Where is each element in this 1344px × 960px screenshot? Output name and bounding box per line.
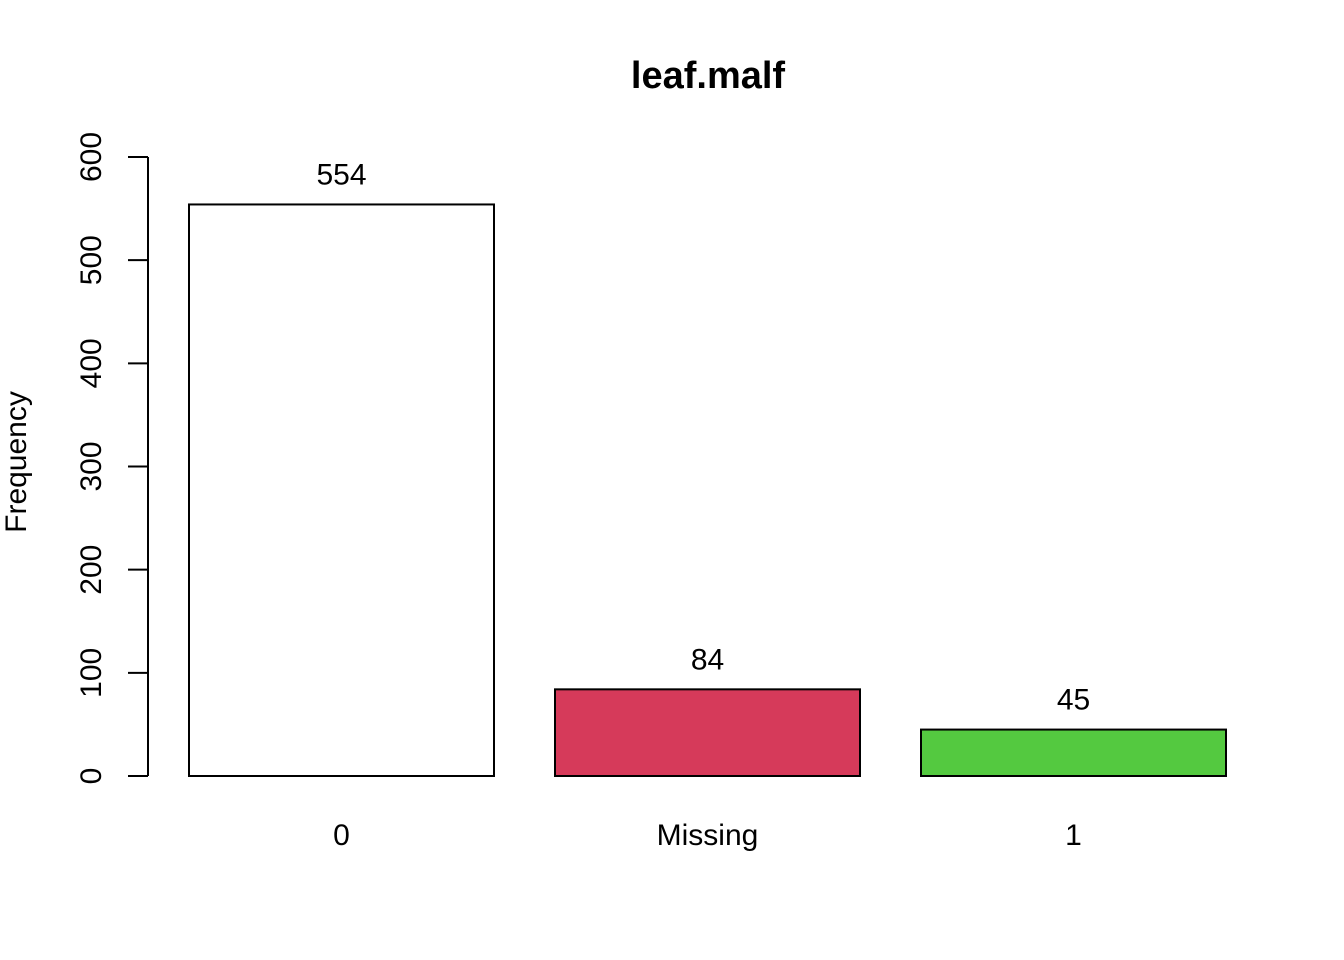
y-tick-label: 500: [75, 235, 108, 285]
bar-0: [188, 203, 495, 777]
x-category-label: Missing: [657, 819, 759, 852]
bar-missing: [554, 688, 861, 778]
x-category-label: 0: [333, 819, 350, 852]
data-label: 84: [691, 643, 724, 676]
y-tick-label: 600: [75, 132, 108, 182]
y-axis: 0 100 200 300 400 500 600: [75, 132, 149, 785]
x-category-label: 1: [1065, 819, 1082, 852]
y-tick-label: 100: [75, 648, 108, 698]
data-labels-group: 554 84 45: [316, 158, 1090, 716]
y-tick-label: 300: [75, 441, 108, 491]
x-category-labels: 0 Missing 1: [333, 819, 1082, 852]
chart-title: leaf.malf: [631, 55, 786, 97]
bars-group: [188, 203, 1227, 778]
data-label: 45: [1057, 684, 1090, 717]
data-label: 554: [316, 158, 366, 191]
y-tick-label: 0: [75, 768, 108, 785]
y-tick-label: 200: [75, 545, 108, 595]
y-axis-label: Frequency: [0, 391, 33, 533]
bar-1: [920, 728, 1227, 778]
y-tick-label: 400: [75, 338, 108, 388]
